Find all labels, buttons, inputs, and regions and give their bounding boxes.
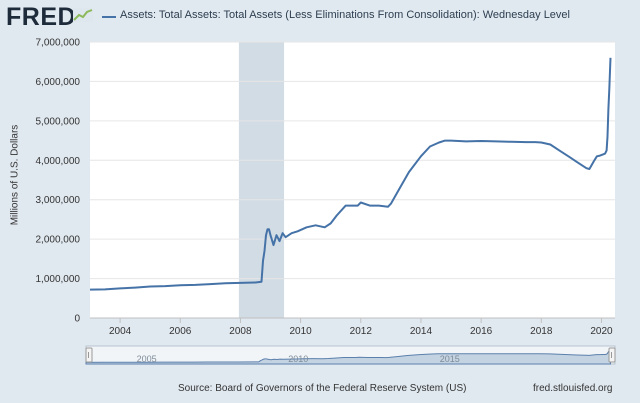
y-tick-label: 2,000,000 <box>36 235 81 246</box>
fred-logo[interactable]: FRED <box>6 3 77 31</box>
x-tick-label: 2014 <box>410 326 433 337</box>
x-tick-label: 2010 <box>289 326 312 337</box>
y-tick-label: 3,000,000 <box>36 195 81 206</box>
legend-series-label[interactable]: Assets: Total Assets: Total Assets (Less… <box>120 9 570 21</box>
y-tick-label: 4,000,000 <box>36 156 81 167</box>
y-tick-label: 5,000,000 <box>36 116 81 127</box>
legend-line-swatch <box>102 16 116 18</box>
plot-background <box>90 42 615 318</box>
chart-line-icon <box>73 8 93 22</box>
x-tick-label: 2020 <box>590 326 613 337</box>
y-tick-label: 0 <box>74 314 80 325</box>
y-tick-label: 7,000,000 <box>36 38 81 49</box>
x-tick-label: 2004 <box>109 326 132 337</box>
navigator-year-label: 2005 <box>137 354 157 364</box>
x-tick-label: 2016 <box>470 326 493 337</box>
navigator-year-label: 2015 <box>440 354 460 364</box>
source-note: Source: Board of Governors of the Federa… <box>178 383 467 394</box>
y-tick-label: 1,000,000 <box>36 274 81 285</box>
series-line <box>89 57 612 291</box>
chart-header: FRED Assets: Total Assets: Total Assets … <box>0 0 640 34</box>
x-tick-label: 2008 <box>229 326 252 337</box>
y-tick-label: 6,000,000 <box>36 77 81 88</box>
navigator-year-label: 2010 <box>288 354 308 364</box>
navigator-series-area <box>85 347 611 365</box>
x-tick-label: 2012 <box>350 326 373 337</box>
x-tick-label: 2018 <box>530 326 553 337</box>
fred-site-link[interactable]: fred.stlouisfed.org <box>533 383 613 394</box>
x-tick-label: 2006 <box>169 326 192 337</box>
